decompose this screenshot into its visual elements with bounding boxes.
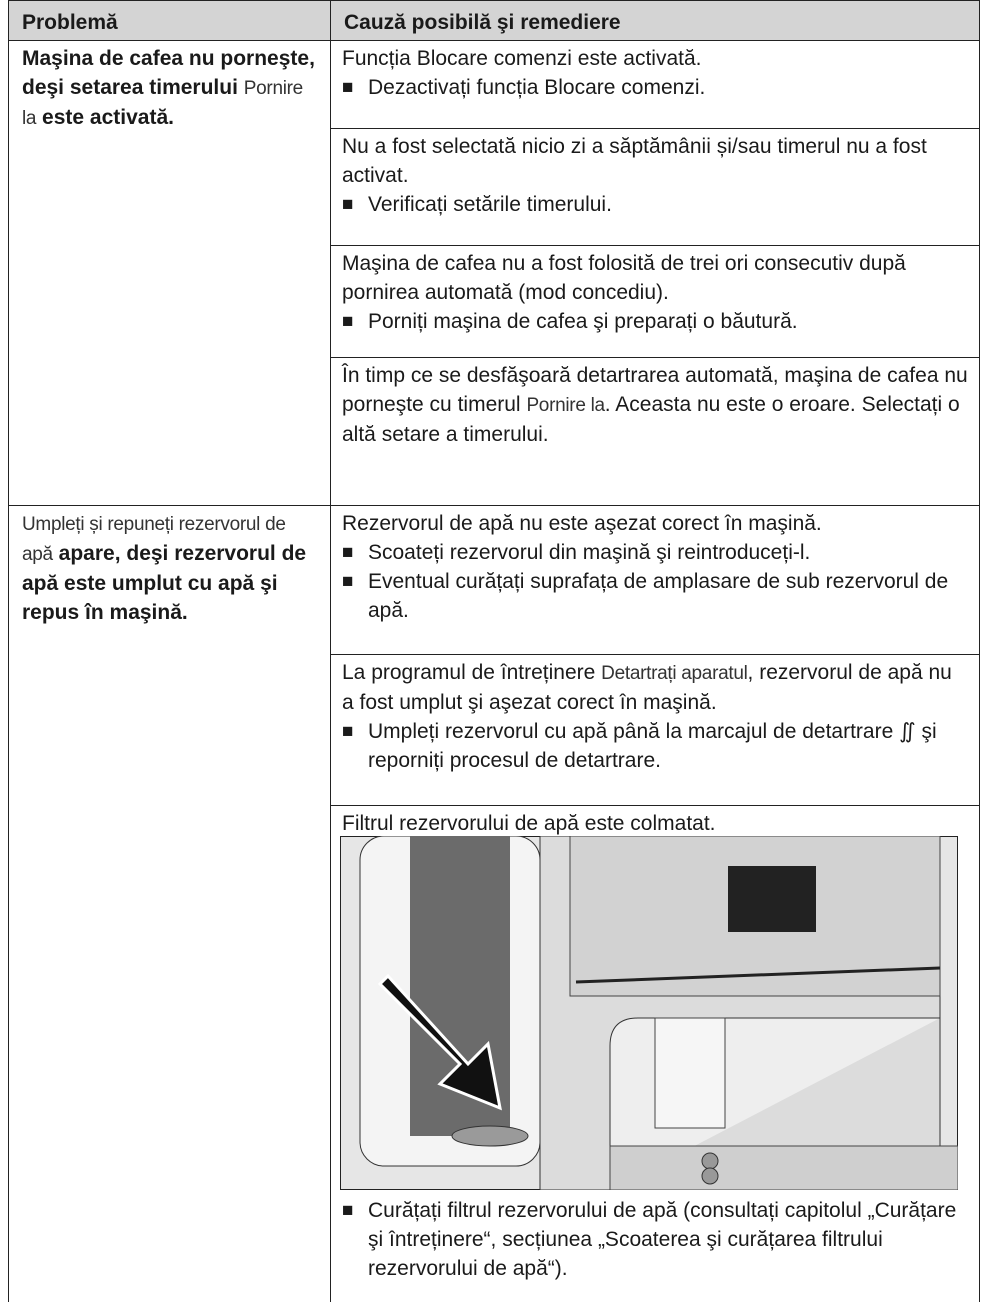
- rule: [330, 245, 980, 246]
- drip-tray: [609, 1145, 958, 1190]
- cause-text: Rezervorul de apă nu este aşezat corect …: [342, 512, 822, 535]
- header-text: Cauză posibilă şi remediere: [344, 11, 621, 34]
- remedy: Scoateți rezervorul din maşină şi reintr…: [342, 538, 968, 567]
- rule: [979, 0, 980, 1302]
- display: [728, 866, 816, 932]
- rule: [8, 0, 9, 1302]
- remedy: Verificați setările timerului.: [342, 190, 968, 219]
- problem-text: apare, deşi rezervorul de apă este umplu…: [22, 542, 307, 624]
- remedy: Eventual curățați suprafața de amplasare…: [342, 567, 968, 625]
- cause: Maşina de cafea nu a fost folosită de tr…: [330, 245, 980, 336]
- problem-ui-text: Umpleți și repuneți rezervorul de apă: [22, 514, 286, 565]
- cause-text: La programul de întreținere Detartrați a…: [342, 658, 968, 717]
- rule: [330, 357, 980, 358]
- problem-ui-text: Pornire la: [22, 78, 303, 129]
- text: . Aceasta nu este o eroare. Selectați o …: [342, 393, 960, 446]
- cause: Curățați filtrul rezervorului de apă (co…: [330, 1192, 980, 1283]
- rule: [330, 654, 980, 655]
- remedy: Umpleți rezervorul cu apă până la marcaj…: [342, 717, 968, 775]
- cause-text: În timp ce se desfăşoară detartrarea aut…: [342, 361, 968, 449]
- rule: [8, 40, 980, 41]
- text: , rezervorul de apă nu a fost umplut şi …: [342, 661, 952, 714]
- problem-text: este activată.: [42, 106, 174, 129]
- ui-text: Detartrați aparatul: [601, 663, 748, 684]
- header-cell: Problemă: [8, 1, 330, 41]
- remedy: Porniți maşina de cafea şi preparați o b…: [342, 307, 968, 336]
- rule: [330, 805, 980, 806]
- rule: [330, 0, 331, 1302]
- problem: Maşina de cafea nu porneşte, deşi setare…: [8, 40, 330, 133]
- text: La programul de întreținere: [342, 661, 596, 684]
- spout: [654, 1017, 726, 1129]
- cause: În timp ce se desfăşoară detartrarea aut…: [330, 357, 980, 449]
- arrow: [377, 973, 502, 1111]
- problem-text: Maşina de cafea nu porneşte, deşi setare…: [22, 47, 315, 99]
- cause: Filtrul rezervorului de apă este colmata…: [330, 805, 980, 838]
- tray-hole: [701, 1152, 719, 1170]
- cause: Nu a fost selectată nicio zi a săptămâni…: [330, 128, 980, 219]
- rule: [330, 128, 980, 129]
- cause: Rezervorul de apă nu este aşezat corect …: [330, 505, 980, 625]
- cause-text: Funcția Blocare comenzi este activată.: [342, 47, 702, 70]
- text: În timp ce se desfăşoară detartrarea aut…: [342, 364, 968, 416]
- filter: [451, 1125, 529, 1147]
- tray-hole: [701, 1167, 719, 1185]
- rule: [8, 505, 980, 506]
- illustration: [340, 836, 958, 1190]
- header-cell: Cauză posibilă şi remediere: [330, 1, 980, 41]
- cause: La programul de întreținere Detartrați a…: [330, 654, 980, 775]
- remedy: Dezactivați funcția Blocare comenzi.: [342, 73, 968, 102]
- control-strip: [575, 966, 941, 984]
- cause-text: Nu a fost selectată nicio zi a săptămâni…: [342, 135, 927, 187]
- ui-text: Pornire la: [526, 395, 605, 416]
- header-text: Problemă: [22, 11, 118, 34]
- cause-text: Filtrul rezervorului de apă este colmata…: [342, 812, 716, 835]
- remedy: Curățați filtrul rezervorului de apă (co…: [342, 1196, 968, 1283]
- problem: Umpleți și repuneți rezervorul de apă ap…: [8, 505, 330, 627]
- cause: Funcția Blocare comenzi este activată. D…: [330, 40, 980, 102]
- rule: [8, 0, 980, 1]
- cause-text: Maşina de cafea nu a fost folosită de tr…: [342, 252, 906, 304]
